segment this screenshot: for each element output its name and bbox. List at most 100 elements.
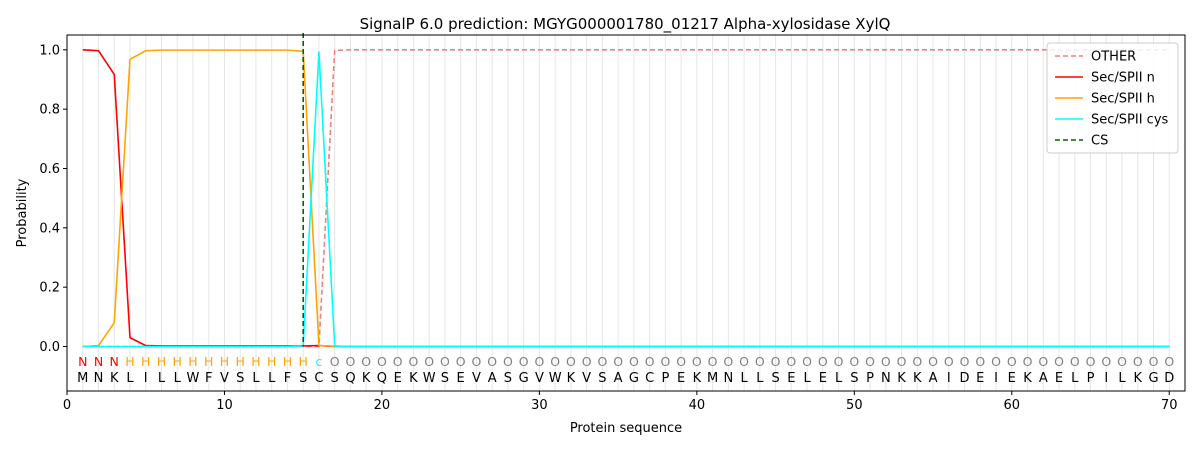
residue-letter: K xyxy=(110,371,119,386)
residue-label: O xyxy=(346,354,356,369)
residue-letter: L xyxy=(740,371,748,386)
residue-label: H xyxy=(173,354,182,369)
residue-letter: S xyxy=(331,371,339,386)
residue-label: O xyxy=(1038,354,1048,369)
x-tick-label: 0 xyxy=(63,398,71,413)
axis-layer: 0 10 20 30 40 50 60 70 0.0 0.2 0.4 0.6 0.8 1.0 xyxy=(39,43,1177,413)
residue-letter: L xyxy=(835,371,843,386)
residue-letter: K xyxy=(1023,371,1032,386)
residue-letter: E xyxy=(394,371,402,386)
residue-label: O xyxy=(645,354,655,369)
residue-label: O xyxy=(660,354,670,369)
residue-label: H xyxy=(141,354,150,369)
residue-label: O xyxy=(1054,354,1064,369)
residue-label: O xyxy=(708,354,718,369)
residue-label: O xyxy=(330,354,340,369)
legend: OTHER Sec/SPII n Sec/SPII h Sec/SPII cys CS xyxy=(1046,42,1179,154)
residue-label: O xyxy=(1086,354,1096,369)
residue-letter: G xyxy=(519,371,529,386)
residue-letter: E xyxy=(787,371,795,386)
x-tick-label: 70 xyxy=(1161,398,1178,413)
residue-letter: S xyxy=(850,371,858,386)
legend-box xyxy=(1046,42,1179,154)
series-sec-spii-cys-line xyxy=(82,51,1170,348)
residue-letter: I xyxy=(144,371,148,386)
residue-label: O xyxy=(1149,354,1159,369)
residue-letter: C xyxy=(645,371,654,386)
residue-letter: G xyxy=(629,371,639,386)
residue-label: O xyxy=(692,354,702,369)
residue-label: c xyxy=(316,354,323,369)
residue-label: O xyxy=(1133,354,1143,369)
residue-label: H xyxy=(283,354,292,369)
y-tick-label: 0.2 xyxy=(39,281,60,296)
residue-label: O xyxy=(960,354,970,369)
residue-label: O xyxy=(566,354,576,369)
residue-label: O xyxy=(534,354,544,369)
residue-label: H xyxy=(236,354,245,369)
residue-label: O xyxy=(582,354,592,369)
residue-letter: V xyxy=(220,371,229,386)
residue-letter: L xyxy=(252,371,260,386)
residue-letter: L xyxy=(1118,371,1126,386)
x-axis-label: Protein sequence xyxy=(570,421,682,436)
residue-letter: L xyxy=(268,371,276,386)
residue-letter: C xyxy=(314,371,323,386)
y-tick-label: 0.0 xyxy=(39,340,60,355)
residue-label: O xyxy=(865,354,875,369)
residue-letter: E xyxy=(976,371,984,386)
residue-label: H xyxy=(125,354,134,369)
residue-label: O xyxy=(456,354,466,369)
residue-letter: K xyxy=(913,371,922,386)
residue-label: O xyxy=(975,354,985,369)
residue-label: O xyxy=(487,354,497,369)
residue-letter: S xyxy=(236,371,244,386)
residue-label: O xyxy=(739,354,749,369)
residue-letter: N xyxy=(723,371,733,386)
series-layer xyxy=(82,33,1170,348)
residue-letter: V xyxy=(582,371,591,386)
residue-letter: V xyxy=(472,371,481,386)
x-tick-label: 20 xyxy=(374,398,391,413)
y-tick-label: 0.4 xyxy=(39,221,60,236)
residue-label: O xyxy=(818,354,828,369)
residue-label: O xyxy=(834,354,844,369)
x-tick-label: 30 xyxy=(531,398,548,413)
residue-label: O xyxy=(723,354,733,369)
residue-label: O xyxy=(409,354,419,369)
residue-label: H xyxy=(157,354,166,369)
residue-letter: N xyxy=(881,371,891,386)
residue-letter: E xyxy=(819,371,827,386)
residue-label: O xyxy=(786,354,796,369)
plot-frame xyxy=(66,34,1186,392)
residue-label: O xyxy=(377,354,387,369)
residue-label: O xyxy=(991,354,1001,369)
residue-label: O xyxy=(881,354,891,369)
residue-letter: E xyxy=(457,371,465,386)
residue-label: H xyxy=(298,354,307,369)
residue-label: O xyxy=(597,354,607,369)
residue-letter: I xyxy=(1104,371,1108,386)
residue-label: O xyxy=(1070,354,1080,369)
residue-label: H xyxy=(251,354,260,369)
residue-letter: K xyxy=(897,371,906,386)
residue-label: O xyxy=(676,354,686,369)
residue-label: O xyxy=(440,354,450,369)
y-tick-label: 1.0 xyxy=(39,43,60,58)
x-tick-label: 50 xyxy=(846,398,863,413)
residue-letter: S xyxy=(504,371,512,386)
residue-letter: I xyxy=(994,371,998,386)
residue-letter: L xyxy=(756,371,764,386)
residue-label: O xyxy=(802,354,812,369)
residue-letter: A xyxy=(929,371,938,386)
residue-label: O xyxy=(928,354,938,369)
residue-letter: G xyxy=(1148,371,1158,386)
residue-letter: E xyxy=(1055,371,1063,386)
residue-letter: S xyxy=(299,371,307,386)
residue-letter: A xyxy=(614,371,623,386)
residue-label: O xyxy=(755,354,765,369)
residue-letter: A xyxy=(488,371,497,386)
residue-letter: Q xyxy=(345,371,355,386)
residue-letter: V xyxy=(535,371,544,386)
